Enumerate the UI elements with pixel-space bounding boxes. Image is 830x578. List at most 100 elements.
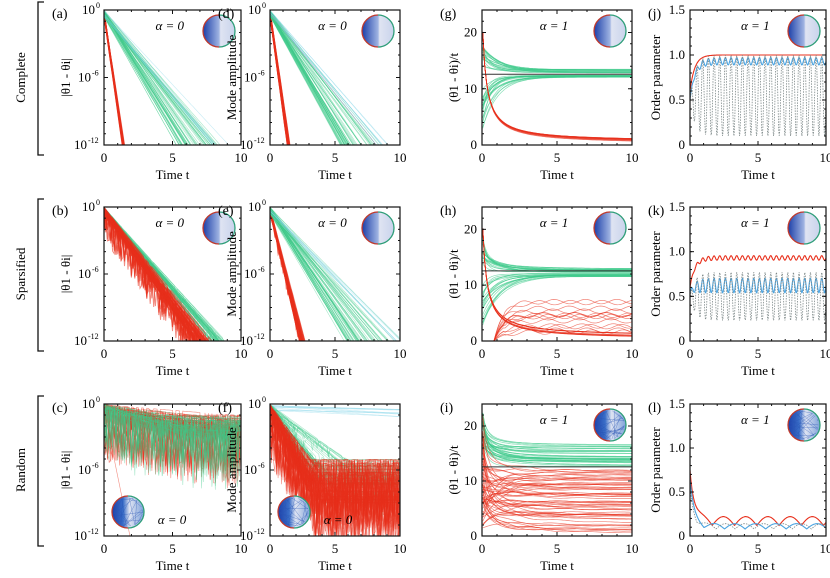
alpha-annotation: α = 1	[741, 18, 770, 33]
y-tick-label: 10	[248, 199, 261, 214]
data-line	[482, 423, 632, 466]
data-line	[270, 208, 301, 341]
data-line	[270, 407, 400, 417]
alpha-annotation: α = 1	[741, 215, 770, 230]
data-line	[104, 404, 241, 472]
sphere-edge	[279, 512, 305, 522]
data-line	[270, 11, 347, 145]
data-line	[104, 13, 203, 145]
plot-area	[104, 207, 227, 341]
data-line	[104, 207, 225, 341]
sphere-rim-green	[293, 495, 311, 529]
y-tick-label: 10	[240, 333, 253, 348]
sphere-body	[594, 212, 626, 244]
panel-l: 0 5 10 0 0.5 1.0 1.5 Time t Order parameter (l) α …	[648, 396, 830, 573]
data-line	[270, 208, 358, 341]
x-tick-label: 5	[755, 346, 762, 361]
network-sphere-icon	[787, 14, 821, 48]
data-line	[270, 210, 374, 341]
data-line	[104, 13, 213, 145]
alpha-annotation: α = 0	[318, 18, 347, 33]
data-line	[104, 14, 201, 145]
sphere-edge	[285, 523, 299, 527]
data-line	[104, 407, 241, 471]
data-line	[270, 15, 356, 145]
data-line	[104, 15, 215, 145]
panel-label: (a)	[52, 7, 68, 22]
data-line	[270, 13, 344, 145]
data-line	[104, 407, 241, 486]
data-line	[104, 14, 207, 145]
row-group-random: Random	[13, 395, 44, 547]
data-line	[482, 432, 632, 474]
sphere-edge	[800, 410, 813, 414]
y-tick-label: 0	[471, 333, 478, 348]
data-line	[104, 10, 199, 145]
y-tick-label: 10	[74, 137, 87, 152]
data-line	[482, 436, 632, 460]
series-green-family	[482, 412, 632, 467]
series-green-family	[270, 10, 382, 145]
data-line	[104, 409, 241, 470]
sphere-edge	[113, 498, 123, 515]
data-line	[270, 12, 383, 145]
data-line	[482, 228, 632, 336]
network-sphere-icon	[593, 408, 627, 442]
data-line	[104, 406, 241, 474]
data-line	[104, 10, 217, 145]
y-tick-exponent: -6	[92, 265, 99, 274]
data-line	[270, 211, 304, 341]
data-line	[482, 431, 632, 516]
x-tick-label: 10	[394, 541, 407, 556]
data-line	[270, 12, 377, 145]
y-tick-label: 0	[679, 333, 686, 348]
data-line	[270, 14, 374, 145]
data-line	[270, 210, 363, 341]
data-line	[270, 10, 382, 145]
data-line	[270, 210, 357, 341]
data-line	[482, 305, 632, 341]
data-line	[270, 210, 366, 341]
sphere-body	[362, 15, 394, 47]
plot-area	[690, 54, 826, 136]
data-line	[482, 323, 632, 341]
data-line	[270, 405, 400, 414]
data-line	[104, 16, 177, 145]
y-tick-label: 20	[464, 25, 477, 40]
data-line	[690, 487, 826, 530]
data-line	[104, 14, 192, 145]
y-tick-label: 1.5	[669, 2, 685, 17]
data-line	[270, 14, 351, 145]
data-line	[270, 406, 400, 410]
sphere-edge	[282, 520, 302, 525]
data-line	[270, 10, 348, 145]
x-tick-label: 0	[687, 150, 694, 165]
data-line	[104, 406, 241, 465]
data-line	[270, 10, 350, 145]
data-line	[270, 10, 349, 145]
x-tick-label: 10	[235, 541, 248, 556]
data-line	[270, 207, 381, 341]
data-line	[270, 12, 346, 145]
panel-label: (d)	[218, 7, 235, 22]
data-line	[270, 14, 362, 145]
panel-g: 0 5 10 0 10 20 Time t (θ1 - θi)/t (g) α = 1	[440, 7, 639, 182]
data-line	[482, 493, 632, 499]
sphere-rim-green	[377, 14, 395, 48]
data-line	[270, 209, 369, 341]
data-line	[482, 476, 632, 516]
row-group-complete: Complete	[13, 1, 44, 156]
y-tick-label: 10	[74, 333, 87, 348]
data-line	[482, 478, 632, 482]
series-cyan-family	[270, 209, 400, 341]
data-line	[270, 208, 355, 341]
data-line	[482, 75, 632, 90]
x-axis-label: Time t	[156, 363, 190, 378]
y-tick-exponent: 0	[262, 395, 266, 404]
plot-area	[482, 228, 632, 341]
data-line	[104, 12, 187, 145]
x-tick-label: 5	[755, 150, 762, 165]
data-line	[104, 10, 213, 145]
plot-area	[690, 255, 826, 321]
